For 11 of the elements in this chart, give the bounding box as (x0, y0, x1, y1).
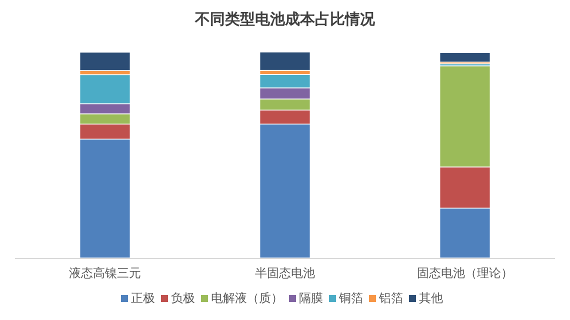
legend-label: 负极 (171, 291, 195, 305)
x-tick-label: 液态高镍三元 (69, 266, 141, 280)
x-tick-label: 半固态电池 (255, 266, 315, 280)
legend-label: 电解液（质） (211, 291, 283, 305)
legend-label: 隔膜 (299, 291, 323, 305)
legend-label: 其他 (419, 291, 443, 305)
chart-title: 不同类型电池成本占比情况 (194, 10, 376, 28)
legend-label: 铝箔 (378, 291, 403, 305)
legend-label: 正极 (131, 291, 155, 305)
legend-label: 铜箔 (338, 291, 363, 305)
x-tick-label: 固态电池（理论） (417, 266, 513, 280)
